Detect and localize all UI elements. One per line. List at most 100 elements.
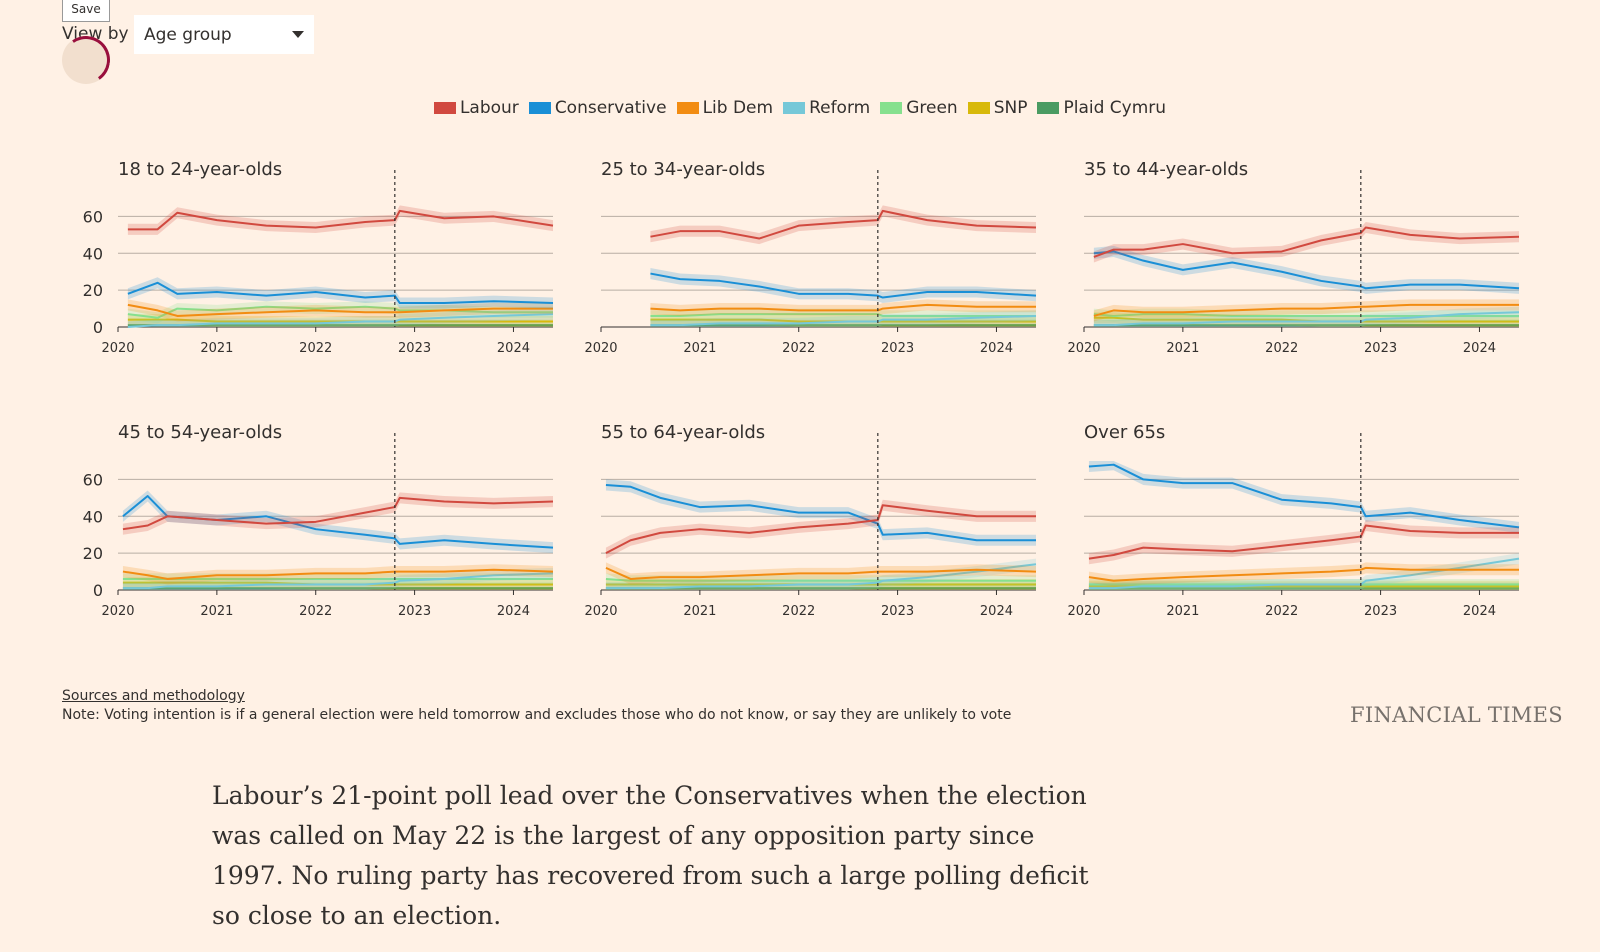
series-band-reform — [605, 558, 1036, 590]
series-band-reform — [1088, 553, 1519, 590]
x-tick-label: 2024 — [980, 604, 1013, 619]
series-line-reform — [650, 314, 1037, 327]
series-line-conservative — [605, 483, 1036, 542]
panel-title: Over 65s — [1084, 422, 1165, 443]
chart-panel: 55 to 64-year-olds 2020 2021 2022 2023 2024 — [584, 422, 1037, 619]
x-tick-label: 2020 — [101, 341, 134, 356]
series-line-lib-dem — [1093, 303, 1519, 317]
x-tick-label: 2023 — [881, 341, 914, 356]
panel-title: 35 to 44-year-olds — [1084, 159, 1248, 180]
x-tick-label: 2022 — [1265, 341, 1298, 356]
series-line-labour — [1088, 524, 1519, 560]
legend-swatch — [967, 102, 990, 114]
series-line-green — [1093, 313, 1519, 317]
series-band-labour — [127, 205, 554, 235]
chart-panel: Over 65s 2020 2021 2022 2023 2024 — [1067, 422, 1520, 619]
panel-title: 25 to 34-year-olds — [601, 159, 765, 180]
series-line-lib-dem — [127, 303, 553, 317]
y-tick-label: 60 — [83, 207, 103, 226]
series-line-conservative — [1093, 250, 1520, 290]
panel-title: 45 to 54-year-olds — [118, 422, 282, 443]
legend-label: SNP — [993, 98, 1028, 118]
x-tick-label: 2021 — [200, 341, 233, 356]
x-tick-label: 2024 — [1463, 604, 1496, 619]
series-band-labour — [122, 492, 554, 535]
series-line-reform — [605, 563, 1037, 590]
x-tick-label: 2021 — [200, 604, 233, 619]
legend-item-plaid-cymru: Plaid Cymru — [1037, 98, 1166, 118]
view-by-value: Age group — [144, 24, 232, 45]
y-tick-label: 40 — [83, 507, 103, 526]
series-band-conservative — [1093, 245, 1519, 294]
chart-legend: Labour Conservative Lib Dem Reform Green SNP P… — [0, 98, 1600, 118]
series-line-conservative — [650, 272, 1037, 299]
view-by-select[interactable]: Age group — [134, 15, 314, 54]
x-tick-label: 2024 — [497, 341, 530, 356]
series-line-conservative — [127, 281, 554, 305]
series-line-reform — [127, 313, 554, 328]
legend-swatch — [783, 102, 806, 114]
legend-swatch — [1037, 102, 1060, 114]
chart-panel: 35 to 44-year-olds 2020 2021 2022 2023 2024 — [1067, 159, 1520, 356]
x-tick-label: 2024 — [1463, 341, 1496, 356]
series-band-labour — [605, 499, 1036, 559]
series-band-reform — [122, 567, 554, 590]
x-tick-label: 2020 — [1067, 604, 1100, 619]
x-tick-label: 2022 — [299, 604, 332, 619]
article-paragraph: Labour’s 21-point poll lead over the Con… — [212, 781, 1089, 930]
series-line-lib-dem — [122, 568, 554, 580]
series-line-labour — [122, 496, 554, 531]
series-line-lib-dem — [605, 566, 1037, 580]
ft-logo: FINANCIAL TIMES — [1350, 703, 1563, 727]
series-line-reform — [1093, 311, 1520, 327]
series-band-lib-dem — [1088, 562, 1519, 587]
legend-label: Labour — [459, 98, 519, 118]
series-line-reform — [1088, 557, 1520, 590]
series-band-conservative — [1088, 461, 1519, 533]
x-tick-label: 2021 — [1166, 341, 1199, 356]
series-line-conservative — [122, 495, 554, 549]
x-tick-label: 2020 — [1067, 341, 1100, 356]
series-line-labour — [127, 209, 554, 231]
series-band-conservative — [127, 277, 554, 309]
series-band-conservative — [122, 490, 554, 554]
x-tick-label: 2022 — [1265, 604, 1298, 619]
legend-label: Conservative — [554, 98, 667, 118]
x-tick-label: 2023 — [1364, 604, 1397, 619]
y-tick-label: 60 — [83, 470, 103, 489]
x-tick-label: 2024 — [980, 341, 1013, 356]
series-line-labour — [1093, 226, 1520, 258]
y-tick-label: 20 — [83, 281, 103, 300]
x-tick-label: 2020 — [584, 341, 617, 356]
legend-item-green: Green — [880, 98, 958, 118]
legend-item-snp: SNP — [967, 98, 1028, 118]
x-tick-label: 2023 — [1364, 341, 1397, 356]
series-line-reform — [122, 572, 554, 590]
x-tick-label: 2023 — [398, 604, 431, 619]
chevron-down-icon — [292, 31, 304, 38]
chart-note: Note: Voting intention is if a general e… — [62, 707, 1012, 723]
legend-item-reform: Reform — [783, 98, 870, 118]
chart-panel: 18 to 24-year-olds 0 20 40 60 2020 2021 2022 202… — [83, 159, 554, 356]
legend-swatch — [433, 102, 456, 114]
series-line-green — [650, 313, 1036, 317]
x-tick-label: 2022 — [782, 341, 815, 356]
x-tick-label: 2022 — [299, 341, 332, 356]
x-tick-label: 2024 — [497, 604, 530, 619]
panel-title: 55 to 64-year-olds — [601, 422, 765, 443]
x-tick-label: 2022 — [782, 604, 815, 619]
panel-title: 18 to 24-year-olds — [118, 159, 282, 180]
x-tick-label: 2020 — [584, 604, 617, 619]
x-tick-label: 2021 — [1166, 604, 1199, 619]
legend-item-lib-dem: Lib Dem — [676, 98, 773, 118]
x-tick-label: 2023 — [398, 341, 431, 356]
series-band-labour — [1093, 221, 1519, 263]
x-tick-label: 2021 — [683, 604, 716, 619]
series-line-labour — [605, 504, 1036, 555]
series-line-lib-dem — [1088, 566, 1519, 582]
sources-link[interactable]: Sources and methodology — [62, 688, 245, 704]
save-button[interactable]: Save — [62, 0, 110, 22]
series-band-labour — [650, 205, 1036, 245]
x-tick-label: 2020 — [101, 604, 134, 619]
y-tick-label: 20 — [83, 544, 103, 563]
